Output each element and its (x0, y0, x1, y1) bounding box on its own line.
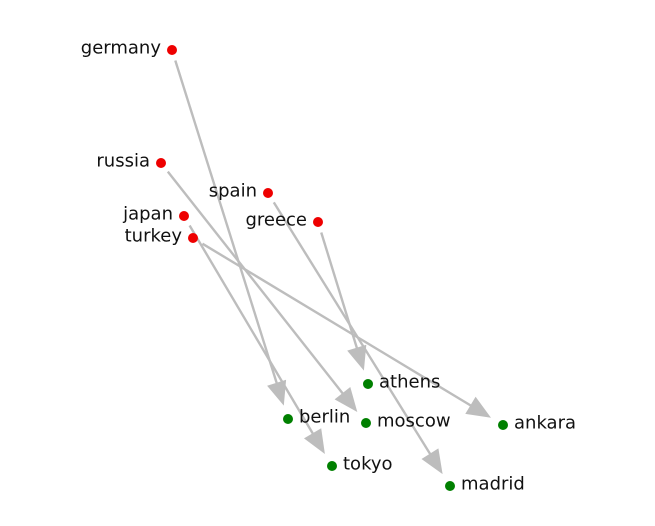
arrowhead-icon (347, 344, 367, 371)
node-label-russia: russia (96, 151, 150, 172)
edge-line (188, 224, 315, 436)
edge-russia-moscow (166, 170, 358, 412)
arrowhead-icon (465, 396, 491, 418)
node-label-athens: athens (379, 372, 440, 393)
node-madrid (445, 481, 455, 491)
node-tokyo (327, 461, 337, 471)
edges-layer (166, 60, 491, 475)
edge-turkey-ankara (201, 242, 491, 418)
node-athens (363, 379, 373, 389)
nodes-layer (156, 45, 508, 491)
edge-line (174, 60, 279, 386)
node-label-berlin: berlin (299, 407, 350, 428)
node-turkey (188, 233, 198, 243)
node-label-japan: japan (122, 204, 173, 225)
edge-line (166, 170, 345, 396)
edge-line (201, 242, 473, 408)
node-ankara (498, 420, 508, 430)
node-russia (156, 158, 166, 168)
arrowhead-icon (304, 428, 325, 454)
node-label-madrid: madrid (461, 474, 525, 495)
node-moscow (361, 418, 371, 428)
arrowhead-icon (334, 387, 358, 412)
node-berlin (283, 414, 293, 424)
node-label-tokyo: tokyo (343, 454, 393, 475)
edge-spain-madrid (272, 201, 443, 475)
node-label-moscow: moscow (377, 411, 451, 432)
edge-line (272, 201, 433, 457)
node-spain (263, 188, 273, 198)
node-label-spain: spain (209, 181, 257, 202)
node-germany (167, 45, 177, 55)
labels-layer: germany russia spain japan greece turkey athen… (81, 38, 576, 495)
edge-line (320, 232, 359, 350)
node-label-ankara: ankara (514, 413, 576, 434)
node-greece (313, 217, 323, 227)
node-label-turkey: turkey (125, 226, 183, 247)
arrowhead-icon (421, 448, 443, 475)
arrowhead-icon (267, 379, 287, 406)
node-japan (179, 211, 189, 221)
edge-greece-athens (320, 232, 367, 371)
node-label-greece: greece (245, 210, 307, 231)
edge-japan-tokyo (188, 224, 325, 454)
edge-germany-berlin (174, 60, 287, 406)
node-label-germany: germany (81, 38, 162, 59)
